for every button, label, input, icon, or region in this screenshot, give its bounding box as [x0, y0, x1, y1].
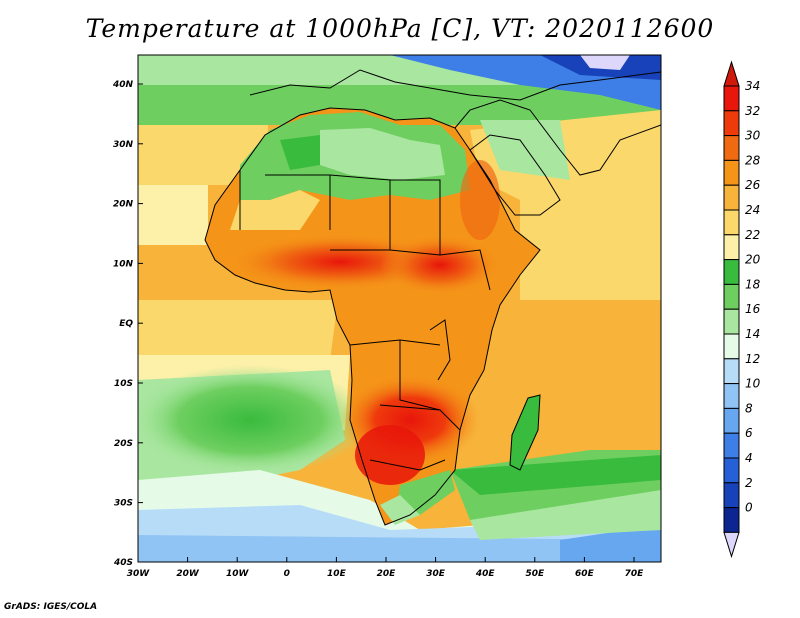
colorbar-swatch [723, 407, 740, 434]
longitude-axis: 30W 20W 10W 0 10E 20E 30E 40E 50E 60E 70E [127, 557, 644, 579]
colorbar-swatch [723, 457, 740, 484]
colorbar-label: 16 [745, 302, 761, 316]
lon-tick-label: 70E [625, 569, 645, 579]
lat-tick-label: 10S [114, 379, 133, 389]
lat-tick-label: 20S [114, 439, 133, 449]
colorbar-label: 28 [745, 153, 761, 167]
lat-tick-label: 30N [113, 140, 134, 150]
colorbar-label: 14 [745, 327, 760, 341]
lat-tick-label: 30S [114, 499, 133, 509]
colorbar-swatch [723, 234, 740, 261]
colorbar-swatch [723, 358, 740, 385]
lon-tick-label: 10W [226, 569, 250, 579]
lat-tick-label: 20N [113, 200, 134, 210]
colorbar-label: 4 [745, 451, 753, 465]
colorbar-swatch [723, 383, 740, 409]
colorbar-over-triangle [723, 60, 740, 87]
temperature-field [138, 55, 661, 562]
colorbar-swatch [723, 159, 740, 186]
colorbar-swatch [723, 333, 740, 360]
colorbar-label: 30 [745, 129, 761, 143]
colorbar-label: 10 [745, 377, 761, 391]
colorbar-label: 22 [745, 228, 760, 242]
lon-tick-label: 30E [426, 569, 446, 579]
credit-text: GrADS: IGES/COLA [4, 602, 98, 612]
colorbar-label: 24 [745, 203, 760, 217]
colorbar-swatch [723, 432, 740, 459]
lat-tick-label: EQ [119, 319, 133, 329]
lon-tick-label: 0 [284, 569, 290, 579]
map-title: Temperature at 1000hPa [C], VT: 20201126… [85, 14, 715, 43]
lon-tick-label: 40E [475, 569, 496, 579]
colorbar-swatch [723, 184, 740, 211]
lat-tick-label: 10N [113, 259, 134, 269]
map-frame [137, 54, 662, 563]
lat-tick-label: 40S [113, 558, 133, 568]
lon-tick-label: 30W [127, 569, 151, 579]
colorbar-label: 34 [745, 79, 760, 93]
colorbar-label: 8 [745, 401, 753, 415]
colorbar-label: 26 [745, 178, 761, 192]
colorbar-swatch [723, 308, 740, 335]
latitude-axis: 40N 30N 20N 10N EQ 10S 20S 30S 40S [112, 80, 143, 568]
lon-tick-label: 20W [176, 569, 200, 579]
colorbar-label: 20 [745, 253, 761, 267]
colorbar-swatch [723, 85, 740, 112]
colorbar-label: 2 [745, 476, 753, 490]
lon-tick-label: 10E [327, 569, 347, 579]
colorbar-swatch [723, 110, 740, 137]
colorbar-label: 18 [745, 277, 761, 291]
colorbar-label: 6 [745, 426, 753, 440]
colorbar-swatch [723, 259, 740, 285]
colorbar-swatch [723, 283, 740, 310]
colorbar-label: 0 [745, 501, 753, 515]
colorbar-swatch [723, 507, 740, 533]
lon-tick-label: 60E [575, 569, 595, 579]
lon-tick-label: 20E [377, 569, 397, 579]
colorbar-under-triangle [723, 531, 740, 559]
lat-tick-label: 40N [112, 80, 134, 90]
colorbar-swatch [723, 209, 740, 236]
colorbar-label: 32 [745, 104, 760, 118]
colorbar-swatch [723, 482, 740, 509]
colorbar-swatch [723, 135, 740, 161]
coastline-layer [204, 69, 661, 526]
lon-tick-label: 50E [525, 569, 545, 579]
map-canvas: 30W 20W 10W 0 10E 20E 30E 40E 50E 60E 70E 40N30N20… [112, 54, 761, 579]
colorbar-label: 12 [745, 352, 760, 366]
